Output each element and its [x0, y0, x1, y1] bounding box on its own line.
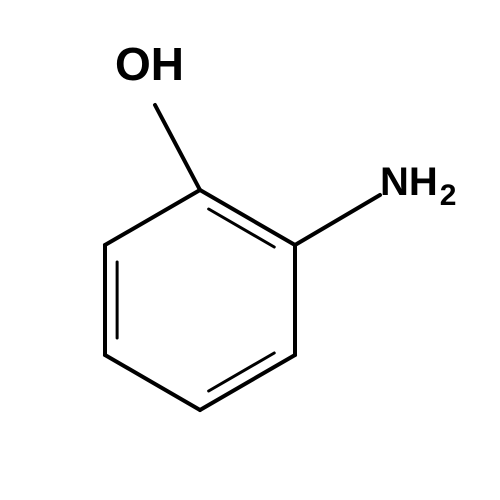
amino-label: NH2: [380, 160, 456, 212]
hydroxyl-label: OH: [115, 38, 184, 90]
molecule-diagram: OH NH2: [0, 0, 500, 500]
bond-layer: [105, 105, 380, 410]
